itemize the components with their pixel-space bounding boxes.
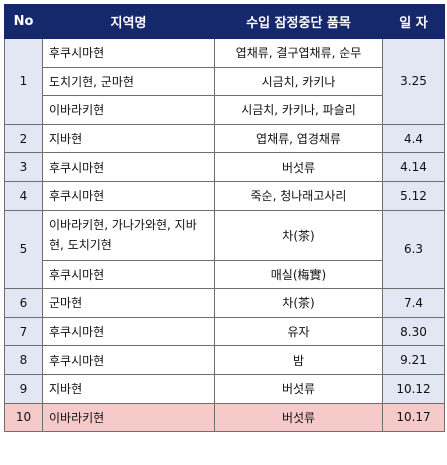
date-cell: 4.14 [382,152,445,182]
row-no: 9 [4,373,43,404]
item-cell: 차(茶) [214,209,383,261]
table-row-highlighted: 10 이바라키현 버섯류 10.17 [4,402,445,433]
region-cell: 도치기현, 군마현 [42,66,215,97]
row-no: 3 [4,152,43,182]
table-row: 8 후쿠시마현 밤 9.21 [4,345,445,375]
table-row: 6 군마현 차(茶) 7.4 [4,288,445,318]
item-cell: 버섯류 [214,373,383,404]
item-cell: 시금치, 카키나, 파슬리 [214,95,383,125]
table-row: 후쿠시마현 매실(梅實) [5,259,445,290]
date-cell: 3.25 [382,38,445,125]
row-no: 10 [4,402,43,433]
date-cell: 7.4 [382,288,445,318]
item-cell: 밤 [214,345,383,375]
date-cell: 5.12 [382,180,445,211]
date-cell: 10.17 [382,402,445,433]
item-cell: 버섯류 [214,152,383,182]
item-cell: 유자 [214,316,383,347]
row-no: 4 [4,180,43,211]
table-row: 2 지바현 엽채류, 엽경채류 4.4 [4,123,445,154]
header-item: 수입 잠정중단 품목 [214,4,383,39]
region-cell: 이바라키현 [42,95,215,125]
table-row: 3 후쿠시마현 버섯류 4.14 [4,152,445,182]
item-cell: 엽채류, 결구엽채류, 순무 [214,38,383,68]
item-cell: 버섯류 [214,402,383,433]
header-no: No [4,4,43,39]
header-region: 지역명 [42,4,215,39]
date-cell: 8.30 [382,316,445,347]
row-no: 7 [4,316,43,347]
date-cell: 10.12 [382,373,445,404]
item-cell: 시금치, 카키나 [214,66,383,97]
region-cell: 이바라키현 [42,402,215,433]
table-row: 5 이바라키현, 가나가와현, 지바현, 도치기현 차(茶) 6.3 [4,209,445,290]
row-no: 5 [4,209,43,290]
table-row: 도치기현, 군마현 시금치, 카키나 [5,66,445,97]
region-cell: 후쿠시마현 [42,38,215,68]
date-cell: 4.4 [382,123,445,154]
region-cell: 지바현 [42,373,215,404]
item-cell: 차(茶) [214,288,383,318]
item-cell: 매실(梅實) [214,259,383,290]
region-cell: 후쿠시마현 [42,180,215,211]
table-row: 9 지바현 버섯류 10.12 [4,373,445,404]
region-cell: 후쿠시마현 [42,345,215,375]
import-suspension-table: No 지역명 수입 잠정중단 품목 일 자 1 후쿠시마현 엽채류, 결구엽채류… [4,4,445,433]
date-cell: 6.3 [382,209,445,290]
date-cell: 9.21 [382,345,445,375]
region-cell: 후쿠시마현 [42,152,215,182]
region-cell: 후쿠시마현 [42,316,215,347]
table-row: 이바라키현 시금치, 카키나, 파슬리 [5,95,445,125]
item-cell: 엽채류, 엽경채류 [214,123,383,154]
region-cell: 지바현 [42,123,215,154]
region-cell: 이바라키현, 가나가와현, 지바현, 도치기현 [42,209,215,261]
table-container: No 지역명 수입 잠정중단 품목 일 자 1 후쿠시마현 엽채류, 결구엽채류… [4,4,445,433]
row-no: 1 [4,38,43,125]
header-row: No 지역명 수입 잠정중단 품목 일 자 [4,4,445,39]
region-cell: 군마현 [42,288,215,318]
row-no: 8 [4,345,43,375]
table-row: 4 후쿠시마현 죽순, 청나래고사리 5.12 [4,180,445,211]
row-no: 2 [4,123,43,154]
table-row: 7 후쿠시마현 유자 8.30 [4,316,445,347]
table-row: 1 후쿠시마현 엽채류, 결구엽채류, 순무 3.25 [4,38,445,125]
row-no: 6 [4,288,43,318]
header-date: 일 자 [382,4,445,39]
region-cell: 후쿠시마현 [42,259,215,290]
item-cell: 죽순, 청나래고사리 [214,180,383,211]
